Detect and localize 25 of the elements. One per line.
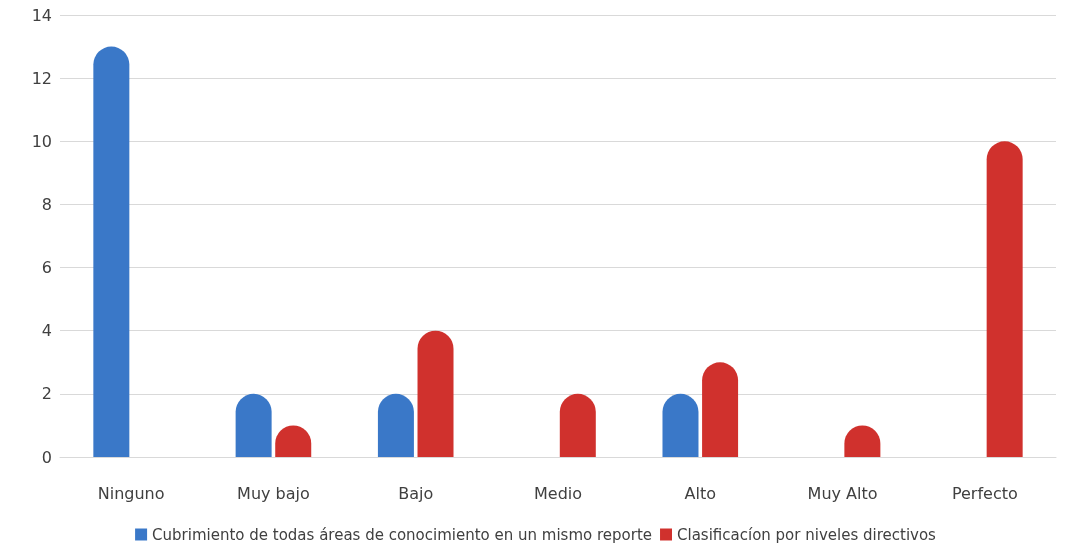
y-tick-label: 10 [31,131,52,151]
x-tick-label: Muy Alto [807,483,878,503]
x-tick-label: Perfecto [951,483,1018,503]
legend-label: Clasificacíon por niveles directivos [677,525,937,544]
y-tick-label: 12 [31,68,52,88]
bar [377,393,414,457]
x-tick-label: Alto [684,483,717,503]
bar [235,393,272,457]
x-tick-label: Medio [533,483,583,503]
y-tick-label: 6 [41,258,52,278]
y-tick-label: 8 [41,194,52,214]
y-tick-label: 0 [41,447,52,467]
bar [93,46,130,457]
x-tick-label: Ninguno [97,483,165,503]
y-tick-label: 14 [31,5,52,25]
legend-label: Cubrimiento de todas áreas de conocimiento en un mismo reporte [152,525,653,544]
y-tick-label: 2 [41,384,52,404]
bar [559,393,596,457]
y-tick-label: 4 [41,321,52,341]
bar [702,362,739,457]
x-tick-label: Muy bajo [237,483,310,503]
bar [986,141,1023,457]
bar [662,393,699,457]
x-tick-label: Bajo [398,483,434,503]
bar [417,330,454,457]
